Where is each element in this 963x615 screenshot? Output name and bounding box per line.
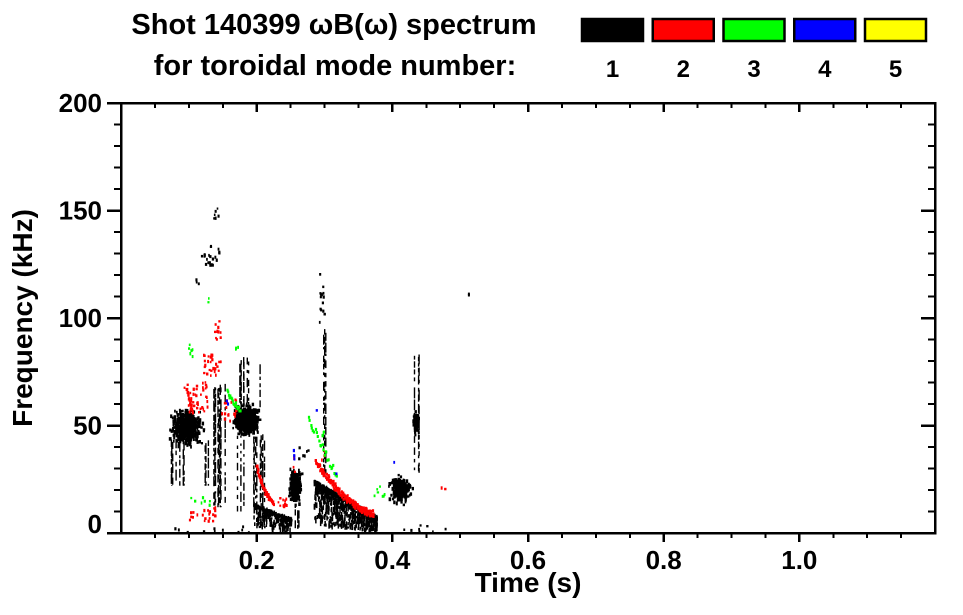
x-axis-label: Time (s) bbox=[475, 567, 582, 598]
point-cluster-mode-2 bbox=[203, 353, 222, 377]
point-cluster-mode-1 bbox=[403, 524, 447, 533]
point-cluster-mode-3 bbox=[235, 345, 239, 351]
point-cluster-mode-1 bbox=[174, 525, 287, 533]
y-tick-label: 150 bbox=[59, 196, 102, 226]
point-cluster-mode-4 bbox=[315, 409, 318, 412]
point-cluster-mode-3 bbox=[188, 343, 194, 359]
legend-swatch-5 bbox=[863, 17, 928, 43]
legend-label-1: 1 bbox=[606, 56, 619, 83]
point-cluster-mode-3 bbox=[226, 388, 242, 413]
x-tick-label: 0.6 bbox=[510, 545, 546, 575]
point-cluster-mode-2 bbox=[255, 464, 275, 507]
point-cluster-mode-1 bbox=[313, 479, 378, 533]
point-cluster-mode-4 bbox=[393, 460, 396, 464]
y-tick-label: 200 bbox=[59, 88, 102, 118]
y-tick-label: 0 bbox=[88, 509, 102, 539]
point-cluster-mode-2 bbox=[440, 486, 447, 491]
point-cluster-mode-1 bbox=[195, 278, 200, 286]
point-cluster-mode-1 bbox=[412, 410, 420, 437]
point-cluster-mode-1 bbox=[318, 273, 326, 324]
point-cluster-mode-1 bbox=[170, 438, 210, 486]
point-cluster-mode-3 bbox=[373, 485, 386, 498]
legend-label-5: 5 bbox=[889, 56, 902, 83]
legend: 1 2 3 4 5 bbox=[580, 17, 928, 83]
point-cluster-mode-2 bbox=[314, 459, 375, 518]
point-cluster-mode-1 bbox=[236, 434, 266, 512]
axis-frame bbox=[119, 101, 937, 535]
x-tick-label: 0.8 bbox=[646, 545, 682, 575]
point-cluster-mode-2 bbox=[214, 320, 222, 341]
y-tick-label: 50 bbox=[73, 411, 102, 441]
point-cluster-mode-1 bbox=[168, 408, 206, 449]
axis-ticks bbox=[107, 101, 935, 542]
point-cluster-mode-1 bbox=[298, 446, 310, 461]
point-cluster-mode-1 bbox=[388, 473, 414, 507]
point-cluster-mode-1 bbox=[294, 505, 300, 529]
legend-label-2: 2 bbox=[677, 56, 690, 83]
chart-title-line2: for toroidal mode number: bbox=[154, 50, 517, 82]
point-cluster-mode-1 bbox=[239, 357, 261, 409]
x-tick-label: 1.0 bbox=[781, 545, 817, 575]
legend-swatch-1 bbox=[580, 17, 645, 43]
chart-title-line1: Shot 140399 ωB(ω) spectrum bbox=[131, 9, 536, 41]
point-cluster-mode-1 bbox=[200, 244, 221, 267]
point-cluster-mode-4 bbox=[292, 448, 296, 461]
point-cluster-mode-3 bbox=[207, 297, 210, 304]
point-cluster-mode-4 bbox=[335, 472, 338, 476]
legend-swatch-3 bbox=[722, 17, 786, 43]
point-cluster-mode-1 bbox=[232, 402, 262, 437]
scatter-points bbox=[168, 207, 470, 533]
point-cluster-mode-1 bbox=[253, 503, 293, 533]
x-tick-label: 0.4 bbox=[374, 545, 411, 575]
point-cluster-mode-1 bbox=[288, 467, 304, 507]
point-cluster-mode-3 bbox=[321, 430, 325, 438]
legend-label-3: 3 bbox=[747, 56, 760, 83]
point-cluster-mode-1 bbox=[213, 207, 220, 220]
point-cluster-mode-1 bbox=[467, 292, 470, 297]
y-tick-label: 100 bbox=[59, 303, 102, 333]
x-tick-label: 0.2 bbox=[239, 545, 275, 575]
point-cluster-mode-2 bbox=[183, 381, 209, 414]
point-cluster-mode-2 bbox=[277, 497, 288, 509]
axis-tick-labels: 0.2 0.4 0.6 0.8 1.0 0 50 100 150 200 bbox=[59, 88, 818, 575]
point-cluster-mode-2 bbox=[188, 506, 217, 523]
point-cluster-mode-1 bbox=[213, 383, 226, 508]
legend-swatch-4 bbox=[793, 17, 857, 43]
point-cluster-mode-2 bbox=[185, 387, 194, 415]
point-cluster-mode-3 bbox=[190, 496, 211, 507]
legend-label-4: 4 bbox=[818, 56, 832, 83]
point-cluster-mode-4 bbox=[225, 399, 230, 406]
y-axis-label: Frequency (kHz) bbox=[7, 209, 38, 427]
legend-swatch-2 bbox=[651, 17, 715, 43]
